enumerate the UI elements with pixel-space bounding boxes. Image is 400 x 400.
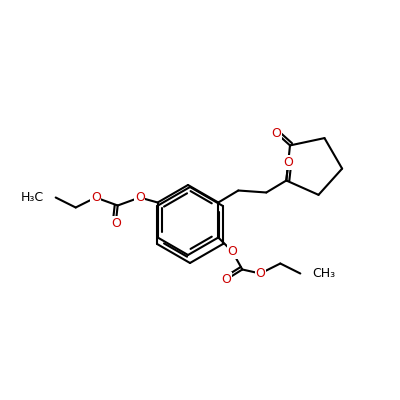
Text: H₃C: H₃C — [20, 191, 44, 204]
Text: O: O — [272, 127, 282, 140]
Text: O: O — [221, 273, 231, 286]
Text: O: O — [111, 217, 121, 230]
Text: CH₃: CH₃ — [312, 267, 336, 280]
Text: O: O — [283, 156, 293, 169]
Text: O: O — [227, 245, 237, 258]
Text: O: O — [91, 191, 101, 204]
Text: O: O — [255, 267, 265, 280]
Text: O: O — [135, 191, 145, 204]
